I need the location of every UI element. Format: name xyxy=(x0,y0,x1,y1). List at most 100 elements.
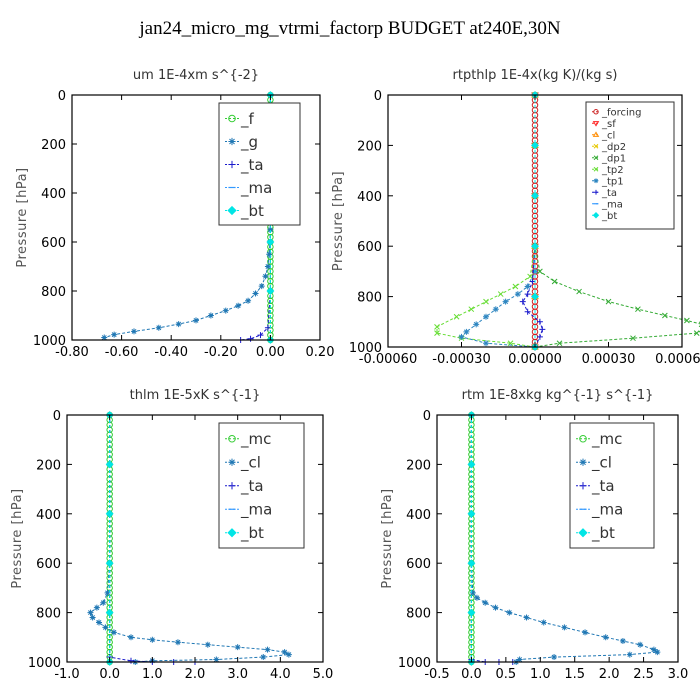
series-marker xyxy=(266,238,275,246)
series-marker xyxy=(105,559,114,568)
y-tick-label: 400 xyxy=(36,508,61,523)
series-marker xyxy=(467,460,476,469)
series-marker xyxy=(593,109,599,115)
y-tick-label: 600 xyxy=(36,557,61,572)
series-marker xyxy=(492,604,499,611)
legend-label: _bt xyxy=(240,524,264,543)
series-marker xyxy=(537,268,543,275)
x-tick-label: -0.40 xyxy=(154,345,188,360)
x-tick-label: 1.5 xyxy=(564,667,585,682)
legend-label: _ta xyxy=(240,477,264,496)
series-marker xyxy=(110,629,117,636)
series-marker xyxy=(247,335,254,342)
series-marker xyxy=(468,638,475,646)
y-tick-label: 1000 xyxy=(28,656,61,671)
legend-item: _forcing xyxy=(592,107,642,118)
figure-title: jan24_micro_mg_vtrmi_factorp BUDGET at24… xyxy=(139,18,561,39)
legend-item: _bt xyxy=(225,524,264,543)
x-tick-label: 4.0 xyxy=(270,667,291,682)
series-marker xyxy=(527,273,533,280)
legend-label: _cl xyxy=(240,454,261,473)
y-axis-label: Pressure [hPa] xyxy=(10,488,25,588)
series-marker xyxy=(434,323,440,330)
series-marker xyxy=(523,614,530,621)
x-tick-label: 0.00000 xyxy=(508,352,562,367)
series-marker xyxy=(266,287,275,295)
series-marker xyxy=(234,644,241,651)
legend-label: _tp2 xyxy=(601,165,624,176)
legend-label: _ma xyxy=(591,501,623,520)
series-marker xyxy=(131,328,137,335)
series-marker xyxy=(222,307,229,314)
series-marker xyxy=(619,638,626,645)
series-marker xyxy=(592,212,600,219)
y-tick-label: 800 xyxy=(406,607,431,622)
series-marker xyxy=(252,290,259,297)
series-marker xyxy=(235,302,242,309)
series-marker xyxy=(561,624,568,631)
series-marker xyxy=(262,273,269,280)
series-marker xyxy=(630,335,636,342)
legend-item: _bt xyxy=(225,202,264,221)
series-marker xyxy=(228,114,236,123)
series-marker xyxy=(111,331,118,338)
series-line xyxy=(109,415,195,663)
series-line xyxy=(436,95,536,348)
series-marker xyxy=(467,509,476,518)
series-marker xyxy=(531,191,539,200)
chart-panel: um 1E-4xm s^{-2} Pressure [hPa] -0.80 -0.60… xyxy=(15,68,334,360)
y-tick-label: 600 xyxy=(41,236,66,251)
y-tick-label: 1000 xyxy=(33,334,66,349)
series-marker xyxy=(228,137,236,146)
series-marker xyxy=(540,619,547,626)
series-marker xyxy=(267,268,274,275)
series-marker xyxy=(635,306,641,313)
series-marker xyxy=(281,649,288,656)
legend-item: _f xyxy=(225,110,255,129)
series-marker xyxy=(267,277,274,285)
series-marker xyxy=(556,340,563,347)
x-tick-label: 0.20 xyxy=(306,345,335,360)
legend-label: _dp1 xyxy=(601,153,626,164)
x-tick-label: -0.60 xyxy=(105,345,139,360)
y-tick-label: 800 xyxy=(357,291,382,306)
series-marker xyxy=(654,649,661,656)
legend-label: _mc xyxy=(591,430,622,449)
series-marker xyxy=(593,189,599,195)
series-marker xyxy=(264,263,271,270)
legend-label: _g xyxy=(240,133,258,152)
x-tick-label: 0.00 xyxy=(256,345,285,360)
y-tick-label: 600 xyxy=(357,240,382,255)
x-tick-label: -0.20 xyxy=(204,345,238,360)
plot-frame xyxy=(436,414,679,663)
y-tick-label: 400 xyxy=(41,187,66,202)
series-marker xyxy=(693,330,700,336)
series-marker xyxy=(497,291,504,297)
series-marker xyxy=(102,624,109,631)
legend-item: _mc xyxy=(225,430,271,449)
x-tick-label: 1.0 xyxy=(142,667,163,682)
series-marker xyxy=(684,317,690,324)
legend-box xyxy=(585,101,675,230)
legend: _mc _cl _ta _ma _bt xyxy=(218,422,305,549)
series-marker xyxy=(266,251,273,258)
series-marker xyxy=(592,121,600,127)
chart-title: rtm 1E-8xkg kg^{-1} s^{-1} xyxy=(462,388,654,403)
series-marker xyxy=(155,324,162,331)
legend-label: _bt xyxy=(240,202,264,221)
y-axis-label: Pressure [hPa] xyxy=(331,171,346,271)
y-tick-label: 200 xyxy=(36,458,61,473)
series-marker xyxy=(531,242,539,251)
series-ta xyxy=(468,412,516,665)
legend-item: _ma xyxy=(592,199,623,210)
series-marker xyxy=(228,160,236,169)
legend-label: _ma xyxy=(240,179,272,198)
series-marker xyxy=(213,656,220,663)
series-marker xyxy=(483,298,489,305)
series-marker xyxy=(531,141,539,150)
legend-label: _dp2 xyxy=(601,142,626,153)
y-tick-label: 0 xyxy=(53,409,61,424)
legend-item: _cl xyxy=(225,454,261,473)
series-marker xyxy=(506,609,513,616)
series-marker xyxy=(128,634,134,641)
